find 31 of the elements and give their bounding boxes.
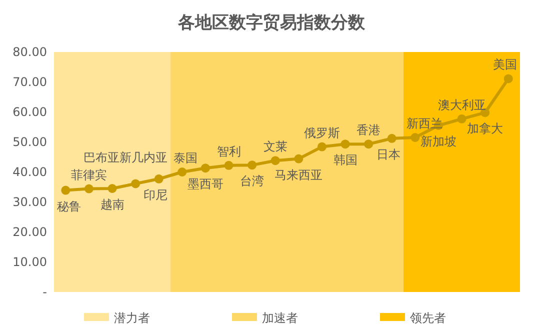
point bbox=[410, 133, 420, 142]
point bbox=[248, 160, 257, 170]
point bbox=[154, 174, 164, 184]
point bbox=[387, 134, 396, 143]
point bbox=[108, 184, 117, 193]
title: 各地区数字贸易指数分数 bbox=[178, 13, 365, 33]
point bbox=[340, 140, 350, 149]
point bbox=[84, 184, 94, 194]
legend-label: 加速者 bbox=[262, 311, 298, 325]
point bbox=[294, 154, 304, 164]
point bbox=[504, 74, 513, 84]
point bbox=[270, 156, 280, 166]
y-tick-label: 50.00 bbox=[12, 135, 47, 149]
point bbox=[457, 114, 466, 124]
y-tick-label: 80.00 bbox=[12, 45, 47, 59]
point bbox=[61, 186, 70, 195]
y-tick-label: 30.00 bbox=[12, 195, 47, 209]
y-tick-label: 70.00 bbox=[12, 75, 47, 89]
legend-label: 潜力者 bbox=[114, 311, 150, 325]
point bbox=[317, 142, 326, 152]
y-tick-label: 60.00 bbox=[12, 105, 47, 119]
legend-label: 领先者 bbox=[410, 311, 446, 325]
y-tick-label: - bbox=[42, 285, 47, 299]
point bbox=[178, 168, 187, 176]
y-tick-label: 10.00 bbox=[12, 255, 47, 269]
point bbox=[200, 164, 210, 173]
y-tick-label: 20.00 bbox=[12, 225, 47, 239]
point bbox=[364, 140, 374, 149]
point bbox=[131, 179, 140, 188]
point bbox=[224, 160, 234, 170]
y-tick-label: 40.00 bbox=[12, 165, 47, 179]
